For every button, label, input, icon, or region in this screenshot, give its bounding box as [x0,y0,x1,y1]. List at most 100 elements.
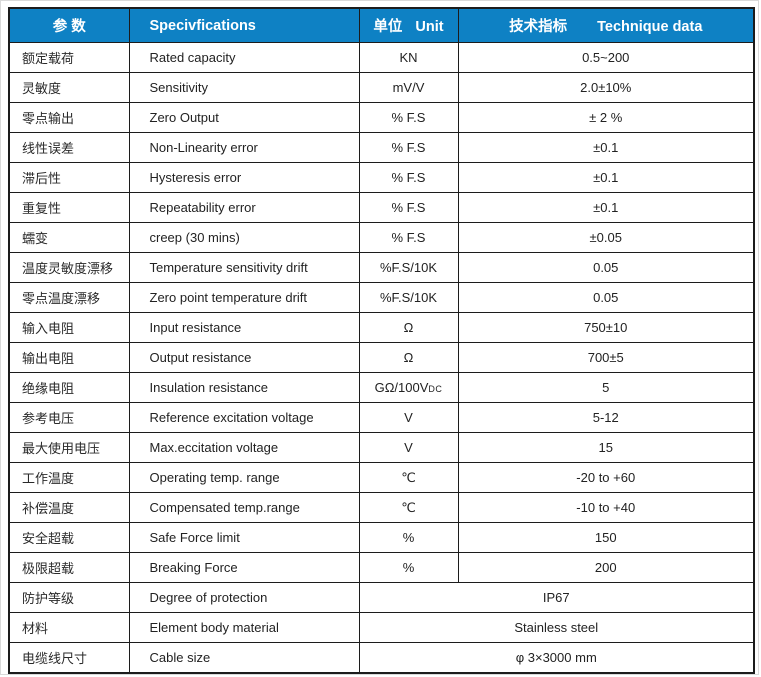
spec-cell: Output resistance [128,342,360,373]
value-cell: -20 to +60 [457,462,755,493]
spec-cell: Hysteresis error [128,162,360,193]
param-cell: 线性误差 [8,132,130,163]
value-cell: 2.0±10% [457,72,755,103]
header-technique-en: Technique data [597,19,703,35]
header-unit: 单位 Unit [358,7,459,43]
value-cell: ±0.1 [457,192,755,223]
table-row: 补偿温度 Compensated temp.range ℃ -10 to +40 [8,492,755,523]
value-cell-merged: φ 3×3000 mm [358,642,755,673]
param-cell: 零点温度漂移 [8,282,130,313]
value-cell: ±0.05 [457,222,755,253]
header-param: 参 数 [8,7,130,43]
value-cell-merged: IP67 [358,582,755,613]
spec-cell: Temperature sensitivity drift [128,252,360,283]
value-cell: ±0.1 [457,132,755,163]
spec-cell: Compensated temp.range [128,492,360,523]
table-row: 极限超载 Breaking Force % 200 [8,552,755,583]
unit-cell: %F.S/10K [358,282,459,313]
table-row: 输出电阻 Output resistance Ω 700±5 [8,342,755,373]
value-cell: 0.05 [457,252,755,283]
spec-cell: Operating temp. range [128,462,360,493]
unit-cell: % F.S [358,162,459,193]
spec-cell: Insulation resistance [128,372,360,403]
unit-cell: ℃ [358,492,459,523]
unit-cell: V [358,432,459,463]
spec-cell: Sensitivity [128,72,360,103]
value-cell: 5 [457,372,755,403]
param-cell: 零点输出 [8,102,130,133]
header-unit-zh: 单位 [373,19,403,35]
spec-cell: Breaking Force [128,552,360,583]
table-row: 工作温度 Operating temp. range ℃ -20 to +60 [8,462,755,493]
param-cell: 电缆线尺寸 [8,642,130,673]
value-cell: -10 to +40 [457,492,755,523]
spec-cell: Rated capacity [128,42,360,73]
param-cell: 补偿温度 [8,492,130,523]
param-cell: 极限超载 [8,552,130,583]
unit-cell: % F.S [358,102,459,133]
unit-cell: % F.S [358,192,459,223]
param-cell: 温度灵敏度漂移 [8,252,130,283]
value-cell: ± 2 % [457,102,755,133]
unit-cell: % [358,522,459,553]
param-cell: 额定载荷 [8,42,130,73]
param-cell: 蠕变 [8,222,130,253]
spec-cell: Reference excitation voltage [128,402,360,433]
spec-table: 参 数 Specivfications 单位 Unit 技术指标 Technique… [8,7,755,674]
spec-cell: Repeatability error [128,192,360,223]
unit-cell: mV/V [358,72,459,103]
table-row: 材料 Element body material Stainless steel [8,612,755,643]
unit-cell: ℃ [358,462,459,493]
unit-cell: KN [358,42,459,73]
value-cell: 150 [457,522,755,553]
table-row: 零点输出 Zero Output % F.S ± 2 % [8,102,755,133]
param-cell: 输入电阻 [8,312,130,343]
spec-cell: Zero point temperature drift [128,282,360,313]
table-row: 最大使用电压 Max.eccitation voltage V 15 [8,432,755,463]
unit-cell: V [358,402,459,433]
value-cell: 5-12 [457,402,755,433]
table-header-row: 参 数 Specivfications 单位 Unit 技术指标 Technique… [8,7,755,43]
header-technique-data: 技术指标 Technique data [457,7,755,43]
header-specifications: Specivfications [128,7,360,43]
spec-cell: creep (30 mins) [128,222,360,253]
spec-cell: Element body material [128,612,360,643]
unit-cell: %F.S/10K [358,252,459,283]
param-cell: 滞后性 [8,162,130,193]
table-row: 额定载荷 Rated capacity KN 0.5~200 [8,42,755,73]
table-row: 零点温度漂移 Zero point temperature drift %F.S… [8,282,755,313]
param-cell: 重复性 [8,192,130,223]
table-row: 绝缘电阻 Insulation resistance GΩ/100VDC 5 [8,372,755,403]
param-cell: 材料 [8,612,130,643]
header-technique-zh: 技术指标 [509,19,568,35]
param-cell: 绝缘电阻 [8,372,130,403]
param-cell: 工作温度 [8,462,130,493]
table-row: 输入电阻 Input resistance Ω 750±10 [8,312,755,343]
table-row: 参考电压 Reference excitation voltage V 5-12 [8,402,755,433]
table-row: 温度灵敏度漂移 Temperature sensitivity drift %F… [8,252,755,283]
spec-cell: Degree of protection [128,582,360,613]
param-cell: 最大使用电压 [8,432,130,463]
unit-cell: % F.S [358,132,459,163]
param-cell: 参考电压 [8,402,130,433]
value-cell: 15 [457,432,755,463]
param-cell: 输出电阻 [8,342,130,373]
table-row: 安全超载 Safe Force limit % 150 [8,522,755,553]
param-cell: 安全超载 [8,522,130,553]
table-row: 灵敏度 Sensitivity mV/V 2.0±10% [8,72,755,103]
value-cell: 200 [457,552,755,583]
value-cell-merged: Stainless steel [358,612,755,643]
spec-cell: Cable size [128,642,360,673]
spec-cell: Input resistance [128,312,360,343]
unit-cell: Ω [358,312,459,343]
table-row: 防护等级 Degree of protection IP67 [8,582,755,613]
unit-cell: Ω [358,342,459,373]
value-cell: 0.05 [457,282,755,313]
header-unit-en: Unit [415,19,444,35]
spec-cell: Max.eccitation voltage [128,432,360,463]
value-cell: 0.5~200 [457,42,755,73]
unit-cell: % [358,552,459,583]
value-cell: 700±5 [457,342,755,373]
param-cell: 防护等级 [8,582,130,613]
